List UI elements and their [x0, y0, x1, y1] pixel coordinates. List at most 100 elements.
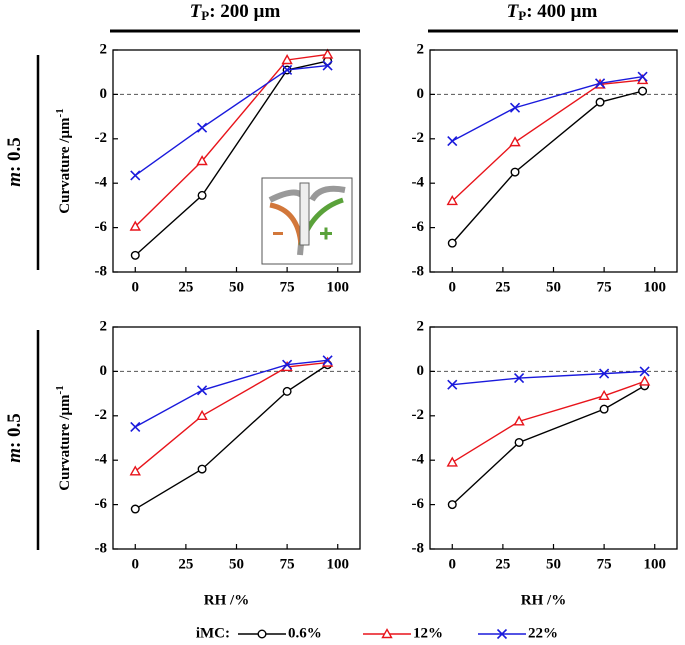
- marker: [447, 238, 457, 248]
- legend-label: 22%: [528, 625, 558, 641]
- marker: [196, 155, 208, 166]
- series-line: [134, 60, 328, 256]
- marker: [282, 386, 292, 396]
- legend-title: iMC:: [196, 625, 230, 641]
- marker: [129, 220, 141, 231]
- x-tick-label: 100: [326, 279, 349, 295]
- x-axis-label: RH /%: [521, 592, 566, 608]
- y-tick-label: -8: [412, 540, 425, 556]
- legend: iMC: 0.6% 12% 22%: [196, 625, 558, 641]
- series-line: [451, 79, 643, 202]
- marker: [595, 78, 606, 89]
- marker: [130, 504, 140, 514]
- marker: [197, 190, 207, 200]
- plot-frame: [429, 49, 678, 273]
- x-tick-label: 0: [132, 279, 140, 295]
- column-header: TP: 200 µm: [190, 1, 281, 23]
- x-tick-label: 100: [643, 279, 666, 295]
- x-tick-label: 50: [229, 279, 244, 295]
- marker: [447, 135, 458, 147]
- y-tick-label: -2: [95, 130, 108, 146]
- marker: [599, 404, 609, 414]
- marker: [446, 195, 458, 206]
- y-tick-label: -8: [95, 263, 108, 279]
- x-tick-label: 50: [229, 556, 244, 572]
- series: [447, 366, 650, 390]
- series-line: [451, 90, 643, 244]
- series-line: [134, 364, 328, 510]
- y-tick-label: -4: [95, 452, 108, 468]
- y-tick-label: 0: [417, 86, 425, 102]
- x-tick-label: 0: [449, 556, 457, 572]
- marker: [281, 54, 293, 65]
- x-tick-label: 75: [597, 556, 612, 572]
- y-tick-label: -6: [412, 219, 425, 235]
- marker: [509, 136, 521, 147]
- series-line: [134, 64, 328, 176]
- x-tick-label: 50: [546, 279, 561, 295]
- marker: [197, 122, 208, 133]
- marker: [514, 437, 524, 447]
- x-axis-label: RH /%: [204, 592, 249, 608]
- y-tick-label: 2: [100, 318, 108, 334]
- row-label: m: 0.5: [4, 413, 25, 463]
- marker: [595, 97, 605, 107]
- marker: [638, 375, 651, 386]
- x-tick-label: 75: [280, 556, 295, 572]
- marker: [130, 250, 140, 260]
- column-header: TP: 400 µm: [507, 1, 598, 23]
- marker: [282, 64, 293, 76]
- y-tick-label: 2: [417, 41, 425, 57]
- series-line: [451, 75, 643, 142]
- series-line: [134, 361, 328, 472]
- marker: [447, 379, 458, 390]
- marker: [509, 102, 521, 113]
- x-tick-label: 25: [178, 279, 193, 295]
- marker: [197, 385, 208, 396]
- x-tick-label: 25: [178, 556, 193, 572]
- row-label: m: 0.5: [4, 137, 25, 187]
- y-tick-label: 0: [100, 86, 108, 102]
- marker: [638, 86, 648, 96]
- y-axis-label: Curvature /µm-1: [54, 385, 74, 490]
- series-line: [451, 380, 645, 464]
- marker: [257, 629, 267, 639]
- series: [129, 356, 334, 476]
- marker: [381, 628, 393, 639]
- series: [129, 48, 334, 231]
- y-tick-label: 0: [100, 363, 108, 379]
- y-tick-label: -2: [412, 130, 425, 146]
- marker: [447, 500, 457, 510]
- marker: [197, 464, 207, 474]
- y-tick-label: 0: [417, 363, 425, 379]
- marker: [130, 421, 141, 432]
- marker: [639, 366, 650, 377]
- y-tick-label: -8: [95, 540, 108, 556]
- marker: [196, 409, 208, 420]
- y-tick-label: -6: [95, 219, 108, 235]
- marker: [510, 167, 520, 177]
- inset-schematic: [261, 177, 353, 265]
- series: [446, 74, 649, 206]
- y-tick-label: -6: [95, 496, 108, 512]
- series-line: [452, 370, 645, 386]
- marker: [637, 71, 648, 82]
- y-tick-label: -2: [412, 407, 425, 423]
- x-tick-label: 0: [449, 279, 457, 295]
- series: [447, 381, 650, 510]
- marker: [130, 170, 141, 181]
- marker: [513, 415, 525, 426]
- marker: [496, 628, 508, 640]
- legend-label: 12%: [413, 625, 443, 641]
- x-tick-label: 25: [495, 556, 510, 572]
- marker: [129, 465, 141, 476]
- y-tick-label: -8: [412, 263, 425, 279]
- series: [447, 71, 648, 147]
- y-tick-label: 2: [417, 318, 425, 334]
- marker: [598, 389, 610, 401]
- x-tick-label: 100: [643, 556, 666, 572]
- plot-frame: [112, 49, 361, 273]
- x-tick-label: 75: [280, 279, 295, 295]
- y-axis-label: Curvature /µm-1: [54, 108, 74, 213]
